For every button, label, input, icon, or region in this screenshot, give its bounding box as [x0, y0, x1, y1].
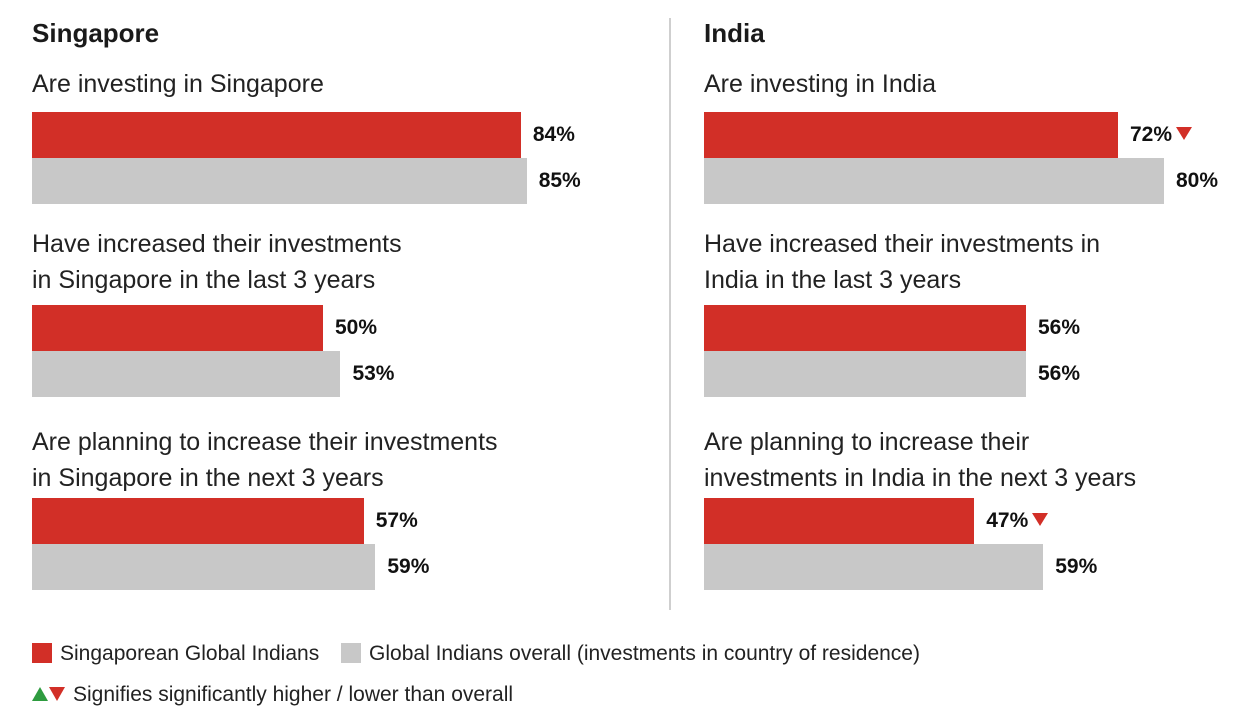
india-panel: India Are investing in India Have increa… — [704, 0, 1244, 610]
bar-global-indians-overall — [32, 351, 341, 397]
data-label: 85% — [539, 158, 581, 204]
bar-singaporean-global-indians — [704, 112, 1118, 158]
panel-divider — [669, 18, 671, 610]
bar-global-indians-overall — [32, 158, 527, 204]
bar-singaporean-global-indians — [704, 305, 1026, 351]
data-label: 59% — [1055, 544, 1097, 590]
data-label-text: 56% — [1038, 316, 1081, 339]
data-label: 53% — [352, 351, 394, 397]
category-label: Have increased their investments in Singa… — [32, 230, 402, 294]
data-label-text: 59% — [1055, 555, 1098, 578]
legend-label: Global Indians overall (investments in c… — [369, 642, 920, 665]
data-label-text: 56% — [1038, 362, 1081, 385]
bar-singaporean-global-indians — [32, 305, 323, 351]
triangle-up-icon — [32, 687, 48, 701]
data-label-text: 59% — [387, 555, 430, 578]
data-label: 56% — [1038, 305, 1080, 351]
data-label: 72% — [1130, 112, 1193, 158]
triangle-down-icon — [49, 687, 65, 701]
legend-swatch-grey — [341, 643, 362, 663]
bar-global-indians-overall — [704, 351, 1026, 397]
data-label: 80% — [1176, 158, 1218, 204]
category-label: Are planning to increase their investment… — [704, 428, 1137, 492]
category-label: Are investing in Singapore — [32, 70, 324, 98]
bar-global-indians-overall — [32, 544, 376, 590]
data-label: 59% — [387, 544, 429, 590]
category-label: Are planning to increase their investmen… — [32, 428, 498, 492]
panel-title: Singapore — [32, 18, 160, 48]
data-label: 84% — [533, 112, 575, 158]
category-label: Are investing in India — [704, 70, 937, 98]
data-label-text: 53% — [352, 362, 395, 385]
data-label-text: 80% — [1176, 169, 1219, 192]
data-label-text: 85% — [538, 169, 581, 192]
legend-series: Singaporean Global Indians Global Indian… — [32, 642, 920, 666]
legend-label: Signifies significantly higher / lower t… — [73, 683, 514, 706]
triangle-down-icon — [1176, 127, 1193, 140]
data-label: 56% — [1038, 351, 1080, 397]
bar-singaporean-global-indians — [32, 498, 364, 544]
singapore-panel: Singapore Are investing in Singapore Hav… — [32, 0, 632, 610]
legend-swatch-red — [32, 643, 52, 663]
data-label-text: 47% — [986, 509, 1029, 532]
legend-significance: Signifies significantly higher / lower t… — [32, 683, 513, 707]
category-label: Have increased their investments in India… — [704, 230, 1101, 294]
data-label-text: 84% — [532, 123, 575, 146]
data-label: 50% — [335, 305, 377, 351]
bar-global-indians-overall — [704, 158, 1164, 204]
bar-singaporean-global-indians — [32, 112, 521, 158]
legend-label: Singaporean Global Indians — [60, 642, 320, 665]
data-label-text: 50% — [335, 316, 378, 339]
data-label-text: 72% — [1130, 123, 1173, 146]
bar-singaporean-global-indians — [704, 498, 975, 544]
bar-global-indians-overall — [704, 544, 1044, 590]
data-label: 57% — [376, 498, 418, 544]
panel-title: India — [704, 18, 765, 48]
data-label: 47% — [986, 498, 1049, 544]
data-label-text: 57% — [375, 509, 418, 532]
triangle-down-icon — [1032, 513, 1049, 526]
